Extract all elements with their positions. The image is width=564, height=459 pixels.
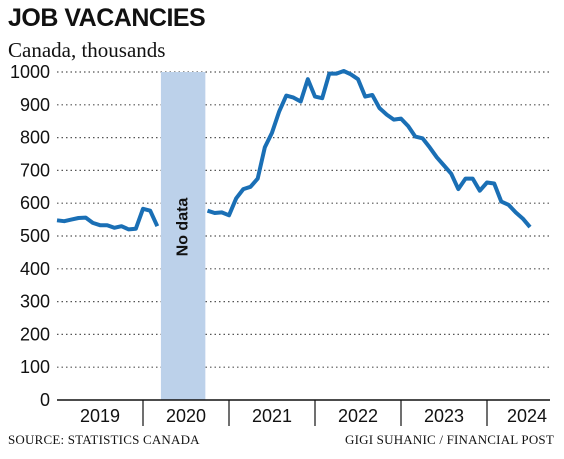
series-line-segment-2: [206, 69, 532, 229]
chart-subtitle: Canada, thousands: [8, 38, 166, 62]
y-tick-label-1000: 1000: [10, 62, 50, 82]
source-note: SOURCE: STATISTICS CANADA: [8, 432, 200, 447]
credit-note: GIGI SUHANIC / FINANCIAL POST: [345, 432, 554, 447]
grid-lines: [57, 71, 550, 368]
y-tick-label-200: 200: [20, 324, 50, 344]
y-tick-label-400: 400: [20, 259, 50, 279]
no-data-band-group: No data: [160, 72, 206, 400]
series-lines: [56, 69, 532, 232]
no-data-label: No data: [174, 198, 191, 257]
chart-title: JOB VACANCIES: [8, 4, 206, 32]
series-line-segment-1: [56, 206, 160, 232]
x-tick-label-2020: 2020: [166, 406, 206, 426]
y-tick-label-900: 900: [20, 95, 50, 115]
y-tick-label-300: 300: [20, 292, 50, 312]
axes: 0 100 200 300 400 500 600 700 800 900 1000 2019 2020…: [10, 62, 550, 426]
y-tick-label-100: 100: [20, 357, 50, 377]
x-tick-label-2022: 2022: [338, 406, 378, 426]
y-tick-label-0: 0: [40, 390, 50, 410]
x-tick-label-2019: 2019: [80, 406, 120, 426]
y-tick-label-500: 500: [20, 226, 50, 246]
x-tick-label-2024: 2024: [507, 406, 547, 426]
y-tick-label-600: 600: [20, 193, 50, 213]
no-data-band: [160, 72, 206, 400]
y-tick-label-700: 700: [20, 160, 50, 180]
x-tick-label-2023: 2023: [424, 406, 464, 426]
y-tick-label-800: 800: [20, 128, 50, 148]
x-tick-label-2021: 2021: [252, 406, 292, 426]
